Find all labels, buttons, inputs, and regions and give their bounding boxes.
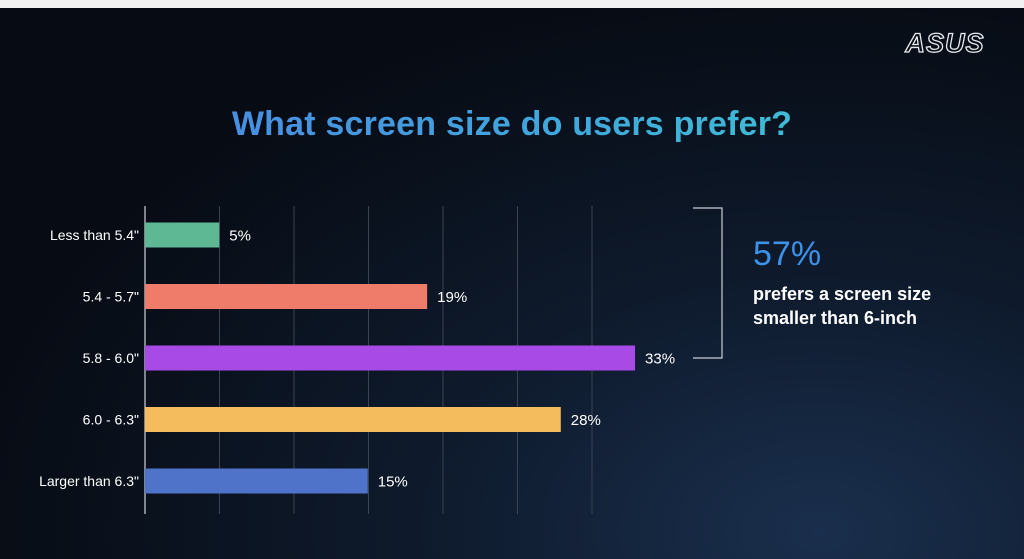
bar: [145, 222, 220, 248]
slide: ASUS What screen size do users prefer? L…: [0, 8, 1024, 559]
brand-logo-text: ASUS: [904, 28, 984, 56]
category-label: Less than 5.4": [50, 227, 139, 243]
asus-logo-icon: ASUS: [904, 28, 984, 56]
bar: [145, 407, 561, 432]
category-label: 6.0 - 6.3": [83, 412, 139, 428]
value-label: 33%: [645, 351, 675, 368]
bar: [145, 345, 636, 371]
bar-layer: [145, 222, 636, 494]
highlight-description: prefers a screen size smaller than 6-inc…: [753, 284, 932, 328]
value-label: 28%: [571, 412, 601, 429]
value-label: 15%: [378, 474, 408, 491]
value-label: 19%: [437, 289, 467, 306]
category-label: Larger than 6.3": [39, 473, 139, 489]
value-label: 5%: [229, 228, 251, 245]
category-label: 5.8 - 6.0": [83, 350, 139, 366]
bar: [145, 468, 368, 494]
bar-chart: Less than 5.4" 5% 5.4 - 5.7" 19% 5.8 - 6.0" 3…: [39, 206, 723, 514]
category-label: 5.4 - 5.7": [83, 289, 139, 305]
bar: [145, 284, 428, 309]
label-layer: Less than 5.4" 5% 5.4 - 5.7" 19% 5.8 - 6.0" 3…: [39, 227, 675, 491]
highlight-bracket: [693, 207, 723, 359]
highlight-percent: 57%: [753, 235, 822, 273]
chart-title: What screen size do users prefer?: [0, 104, 1024, 144]
